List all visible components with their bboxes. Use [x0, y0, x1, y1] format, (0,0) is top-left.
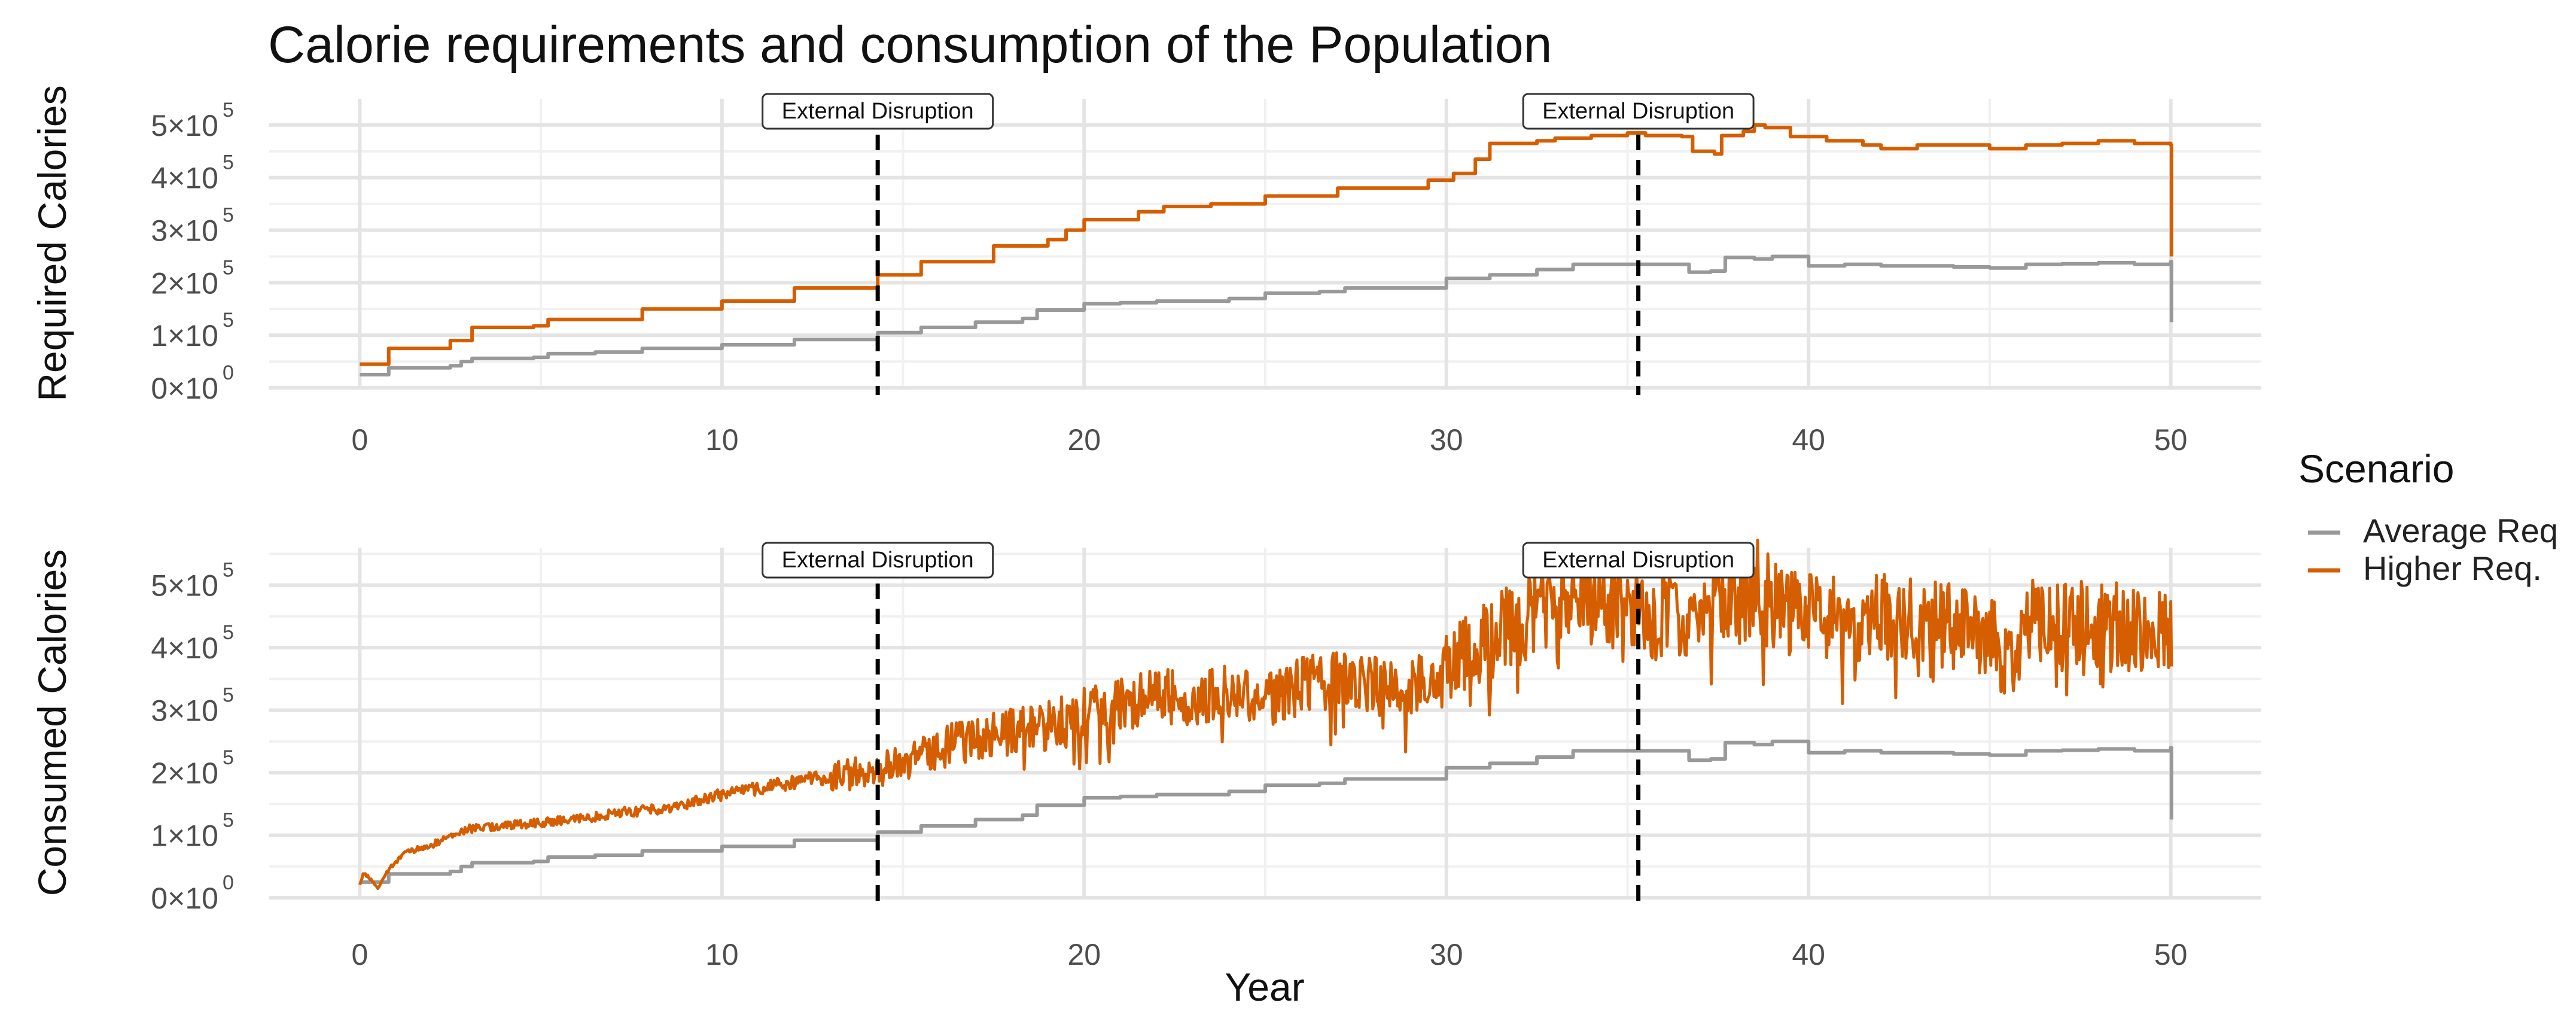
- y-tick-mantissa: 5: [151, 109, 168, 142]
- x-tick-label: 50: [2154, 938, 2188, 971]
- y-tick-times: ×10: [168, 631, 218, 665]
- x-tick-label: 10: [705, 423, 739, 457]
- y-tick-label: 4×10: [151, 162, 218, 195]
- disruption-label: External Disruption: [782, 99, 974, 124]
- legend: Scenario Average Req Higher Req.: [2298, 446, 2558, 587]
- y-tick-mantissa: 4: [151, 631, 168, 665]
- y-tick-exponent: 5: [223, 256, 234, 279]
- chart-title: Calorie requirements and consumption of …: [268, 16, 1552, 74]
- y-tick-label: 5×10: [151, 569, 218, 603]
- x-tick-label: 30: [1430, 423, 1463, 457]
- disruption-label-box: [762, 542, 994, 579]
- legend-label-average-req: Average Req: [2363, 512, 2558, 549]
- panel-consumed-calories: 0 10 20 30 40 500×10 01×10 52×10 53×10 54×10 55×10…: [30, 539, 2261, 971]
- y-tick-mantissa: 0: [151, 882, 168, 915]
- legend-label-higher-req: Higher Req.: [2363, 549, 2542, 587]
- y-tick-mantissa: 2: [151, 266, 168, 300]
- disruption-label: External Disruption: [1542, 548, 1734, 573]
- y-tick-times: ×10: [168, 214, 218, 248]
- y-tick-mantissa: 5: [151, 569, 168, 603]
- x-tick-label: 0: [351, 938, 368, 971]
- y-tick-label: 1×10: [151, 319, 218, 353]
- y-tick-exponent: 5: [223, 309, 234, 332]
- x-tick-label: 50: [2154, 423, 2188, 457]
- y-tick-exponent: 5: [223, 621, 234, 644]
- y-tick-times: ×10: [168, 372, 218, 405]
- y-tick-times: ×10: [168, 319, 218, 353]
- y-tick-mantissa: 1: [151, 819, 168, 853]
- legend-title: Scenario: [2298, 446, 2455, 491]
- x-tick-label: 30: [1430, 938, 1463, 971]
- y-tick-exponent: 0: [223, 871, 234, 894]
- disruption-label: External Disruption: [1542, 99, 1734, 124]
- y-tick-exponent: 5: [223, 684, 234, 707]
- y-tick-times: ×10: [168, 694, 218, 728]
- y-tick-mantissa: 3: [151, 214, 168, 248]
- y-tick-label: 0×10: [151, 372, 218, 405]
- y-tick-times: ×10: [168, 569, 218, 603]
- series-line-higher-req: [360, 123, 2173, 366]
- x-tick-label: 0: [351, 423, 368, 457]
- y-tick-exponent: 5: [223, 204, 234, 227]
- y-tick-times: ×10: [168, 757, 218, 790]
- y-tick-mantissa: 1: [151, 319, 168, 353]
- y-tick-label: 3×10: [151, 214, 218, 248]
- y-tick-exponent: 5: [223, 559, 234, 582]
- y-axis-label: Required Calories: [30, 85, 74, 401]
- y-axis-label: Consumed Calories: [30, 549, 74, 897]
- y-tick-label: 3×10: [151, 694, 218, 728]
- x-axis-label: Year: [1225, 965, 1304, 1009]
- x-tick-label: 40: [1792, 938, 1825, 971]
- disruption-label-box: [1522, 93, 1755, 130]
- y-tick-label: 2×10: [151, 757, 218, 790]
- y-tick-exponent: 5: [223, 151, 234, 174]
- y-tick-times: ×10: [168, 819, 218, 853]
- panel-required-calories: 0 10 20 30 40 500×10 01×10 52×10 53×10 54×10 55×10…: [30, 85, 2261, 457]
- y-tick-mantissa: 3: [151, 694, 168, 728]
- x-tick-label: 10: [705, 938, 739, 971]
- y-tick-label: 0×10: [151, 882, 218, 915]
- y-tick-exponent: 5: [223, 809, 234, 832]
- y-tick-exponent: 5: [223, 99, 234, 121]
- series-line-higher-req: [358, 539, 2173, 890]
- y-tick-exponent: 0: [223, 361, 234, 384]
- y-tick-label: 2×10: [151, 266, 218, 300]
- x-tick-label: 20: [1067, 423, 1101, 457]
- y-tick-mantissa: 0: [151, 372, 168, 405]
- disruption-label-box: [1522, 542, 1755, 579]
- series-line-average-req: [360, 254, 2173, 376]
- disruption-label-box: [762, 93, 994, 130]
- y-tick-times: ×10: [168, 162, 218, 195]
- y-tick-times: ×10: [168, 266, 218, 300]
- disruption-label: External Disruption: [782, 548, 974, 573]
- series-line-average-req: [360, 739, 2173, 884]
- y-tick-exponent: 5: [223, 746, 234, 769]
- y-tick-mantissa: 4: [151, 162, 168, 195]
- y-tick-label: 1×10: [151, 819, 218, 853]
- y-tick-times: ×10: [168, 882, 218, 915]
- y-tick-times: ×10: [168, 109, 218, 142]
- y-tick-label: 5×10: [151, 109, 218, 142]
- y-tick-label: 4×10: [151, 631, 218, 665]
- x-tick-label: 40: [1792, 423, 1825, 457]
- y-tick-mantissa: 2: [151, 757, 168, 790]
- x-tick-label: 20: [1067, 938, 1101, 971]
